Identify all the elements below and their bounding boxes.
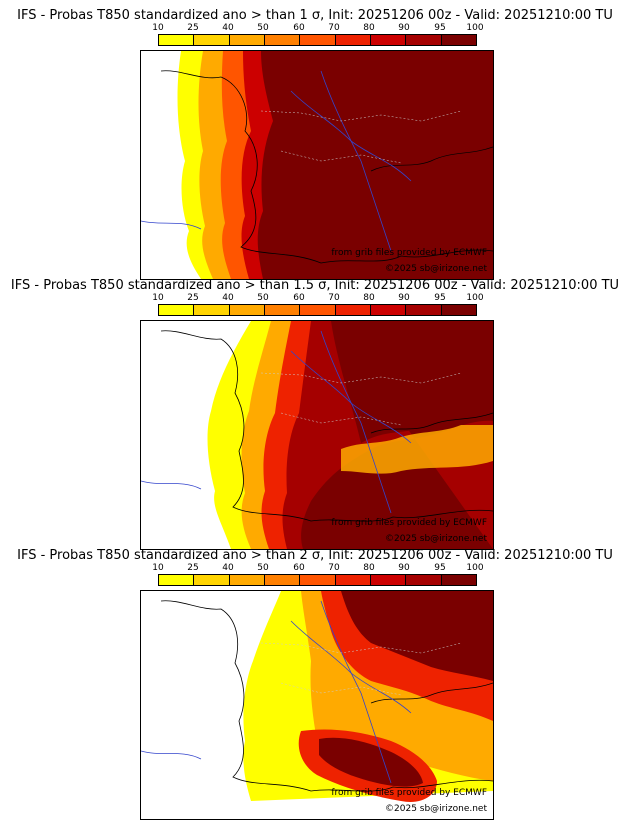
colorbar-tick: 60 (293, 563, 305, 573)
colorbar-tick: 90 (398, 293, 410, 303)
colorbar-labels: 10 25 40 50 60 70 80 90 95 100 (140, 293, 483, 305)
colorbar-swatch (194, 575, 230, 585)
colorbar-swatch (441, 305, 476, 315)
colorbar-tick: 50 (257, 563, 269, 573)
colorbar-swatch (264, 305, 301, 315)
colorbar-tick: 25 (187, 23, 199, 33)
map-graphic (141, 51, 493, 279)
colorbar-swatch (335, 575, 371, 585)
probability-map: from grib files provided by ECMWF ©2025 … (140, 590, 494, 820)
copyright-credit: ©2025 sb@irizone.net (385, 804, 487, 814)
colorbar-swatch (370, 305, 407, 315)
colorbar-swatch (441, 575, 476, 585)
colorbar-tick: 95 (434, 563, 446, 573)
colorbar-tick: 95 (434, 293, 446, 303)
colorbar-swatch (229, 35, 265, 45)
colorbar-tick: 80 (363, 23, 375, 33)
panel-title: IFS - Probas T850 standardized ano > tha… (17, 548, 613, 563)
colorbar-tick: 60 (293, 23, 305, 33)
map-panel-1: IFS - Probas T850 standardized ano > tha… (0, 8, 630, 280)
colorbar-tick: 40 (222, 563, 234, 573)
colorbar-swatch (406, 575, 442, 585)
colorbar-tick: 50 (257, 293, 269, 303)
colorbar-swatch (159, 305, 195, 315)
colorbar-swatch (406, 35, 442, 45)
colorbar-swatch (264, 35, 301, 45)
colorbar-tick: 70 (328, 23, 340, 33)
colorbar (158, 34, 477, 46)
source-credit: from grib files provided by ECMWF (331, 518, 487, 528)
map-graphic (141, 321, 493, 549)
colorbar-tick: 40 (222, 23, 234, 33)
colorbar-tick: 95 (434, 23, 446, 33)
colorbar-swatch (194, 35, 230, 45)
colorbar-tick: 80 (363, 563, 375, 573)
colorbar-swatch (229, 575, 265, 585)
colorbar-swatch (335, 305, 371, 315)
colorbar-tick: 100 (466, 23, 484, 33)
colorbar-swatch (264, 575, 301, 585)
colorbar-tick: 70 (328, 563, 340, 573)
colorbar-tick: 50 (257, 23, 269, 33)
colorbar-swatch (441, 35, 476, 45)
colorbar-swatch (335, 35, 371, 45)
colorbar-tick: 10 (152, 293, 164, 303)
colorbar-swatch (370, 575, 407, 585)
probability-map: from grib files provided by ECMWF ©2025 … (140, 50, 494, 280)
colorbar-tick: 25 (187, 563, 199, 573)
colorbar (158, 304, 477, 316)
copyright-credit: ©2025 sb@irizone.net (385, 534, 487, 544)
copyright-credit: ©2025 sb@irizone.net (385, 264, 487, 274)
panel-title: IFS - Probas T850 standardized ano > tha… (17, 8, 613, 23)
probability-map: from grib files provided by ECMWF ©2025 … (140, 320, 494, 550)
colorbar-swatch (370, 35, 407, 45)
colorbar-tick: 90 (398, 563, 410, 573)
colorbar-labels: 10 25 40 50 60 70 80 90 95 100 (140, 563, 483, 575)
panel-title: IFS - Probas T850 standardized ano > tha… (10, 278, 620, 293)
colorbar-swatch (194, 305, 230, 315)
colorbar-labels: 10 25 40 50 60 70 80 90 95 100 (140, 23, 483, 35)
colorbar-tick: 90 (398, 23, 410, 33)
colorbar-tick: 10 (152, 563, 164, 573)
colorbar-swatch (406, 305, 442, 315)
colorbar-swatch (159, 575, 195, 585)
colorbar-tick: 40 (222, 293, 234, 303)
colorbar-tick: 60 (293, 293, 305, 303)
colorbar (158, 574, 477, 586)
colorbar-tick: 100 (466, 293, 484, 303)
colorbar-tick: 10 (152, 23, 164, 33)
colorbar-tick: 80 (363, 293, 375, 303)
colorbar-swatch (159, 35, 195, 45)
source-credit: from grib files provided by ECMWF (331, 248, 487, 258)
map-panel-3: IFS - Probas T850 standardized ano > tha… (0, 548, 630, 820)
colorbar-swatch (300, 305, 336, 315)
colorbar-swatch (300, 575, 336, 585)
colorbar-tick: 25 (187, 293, 199, 303)
source-credit: from grib files provided by ECMWF (331, 788, 487, 798)
map-graphic (141, 591, 493, 819)
colorbar-swatch (300, 35, 336, 45)
map-panel-2: IFS - Probas T850 standardized ano > tha… (0, 278, 630, 550)
colorbar-swatch (229, 305, 265, 315)
colorbar-tick: 100 (466, 563, 484, 573)
colorbar-tick: 70 (328, 293, 340, 303)
